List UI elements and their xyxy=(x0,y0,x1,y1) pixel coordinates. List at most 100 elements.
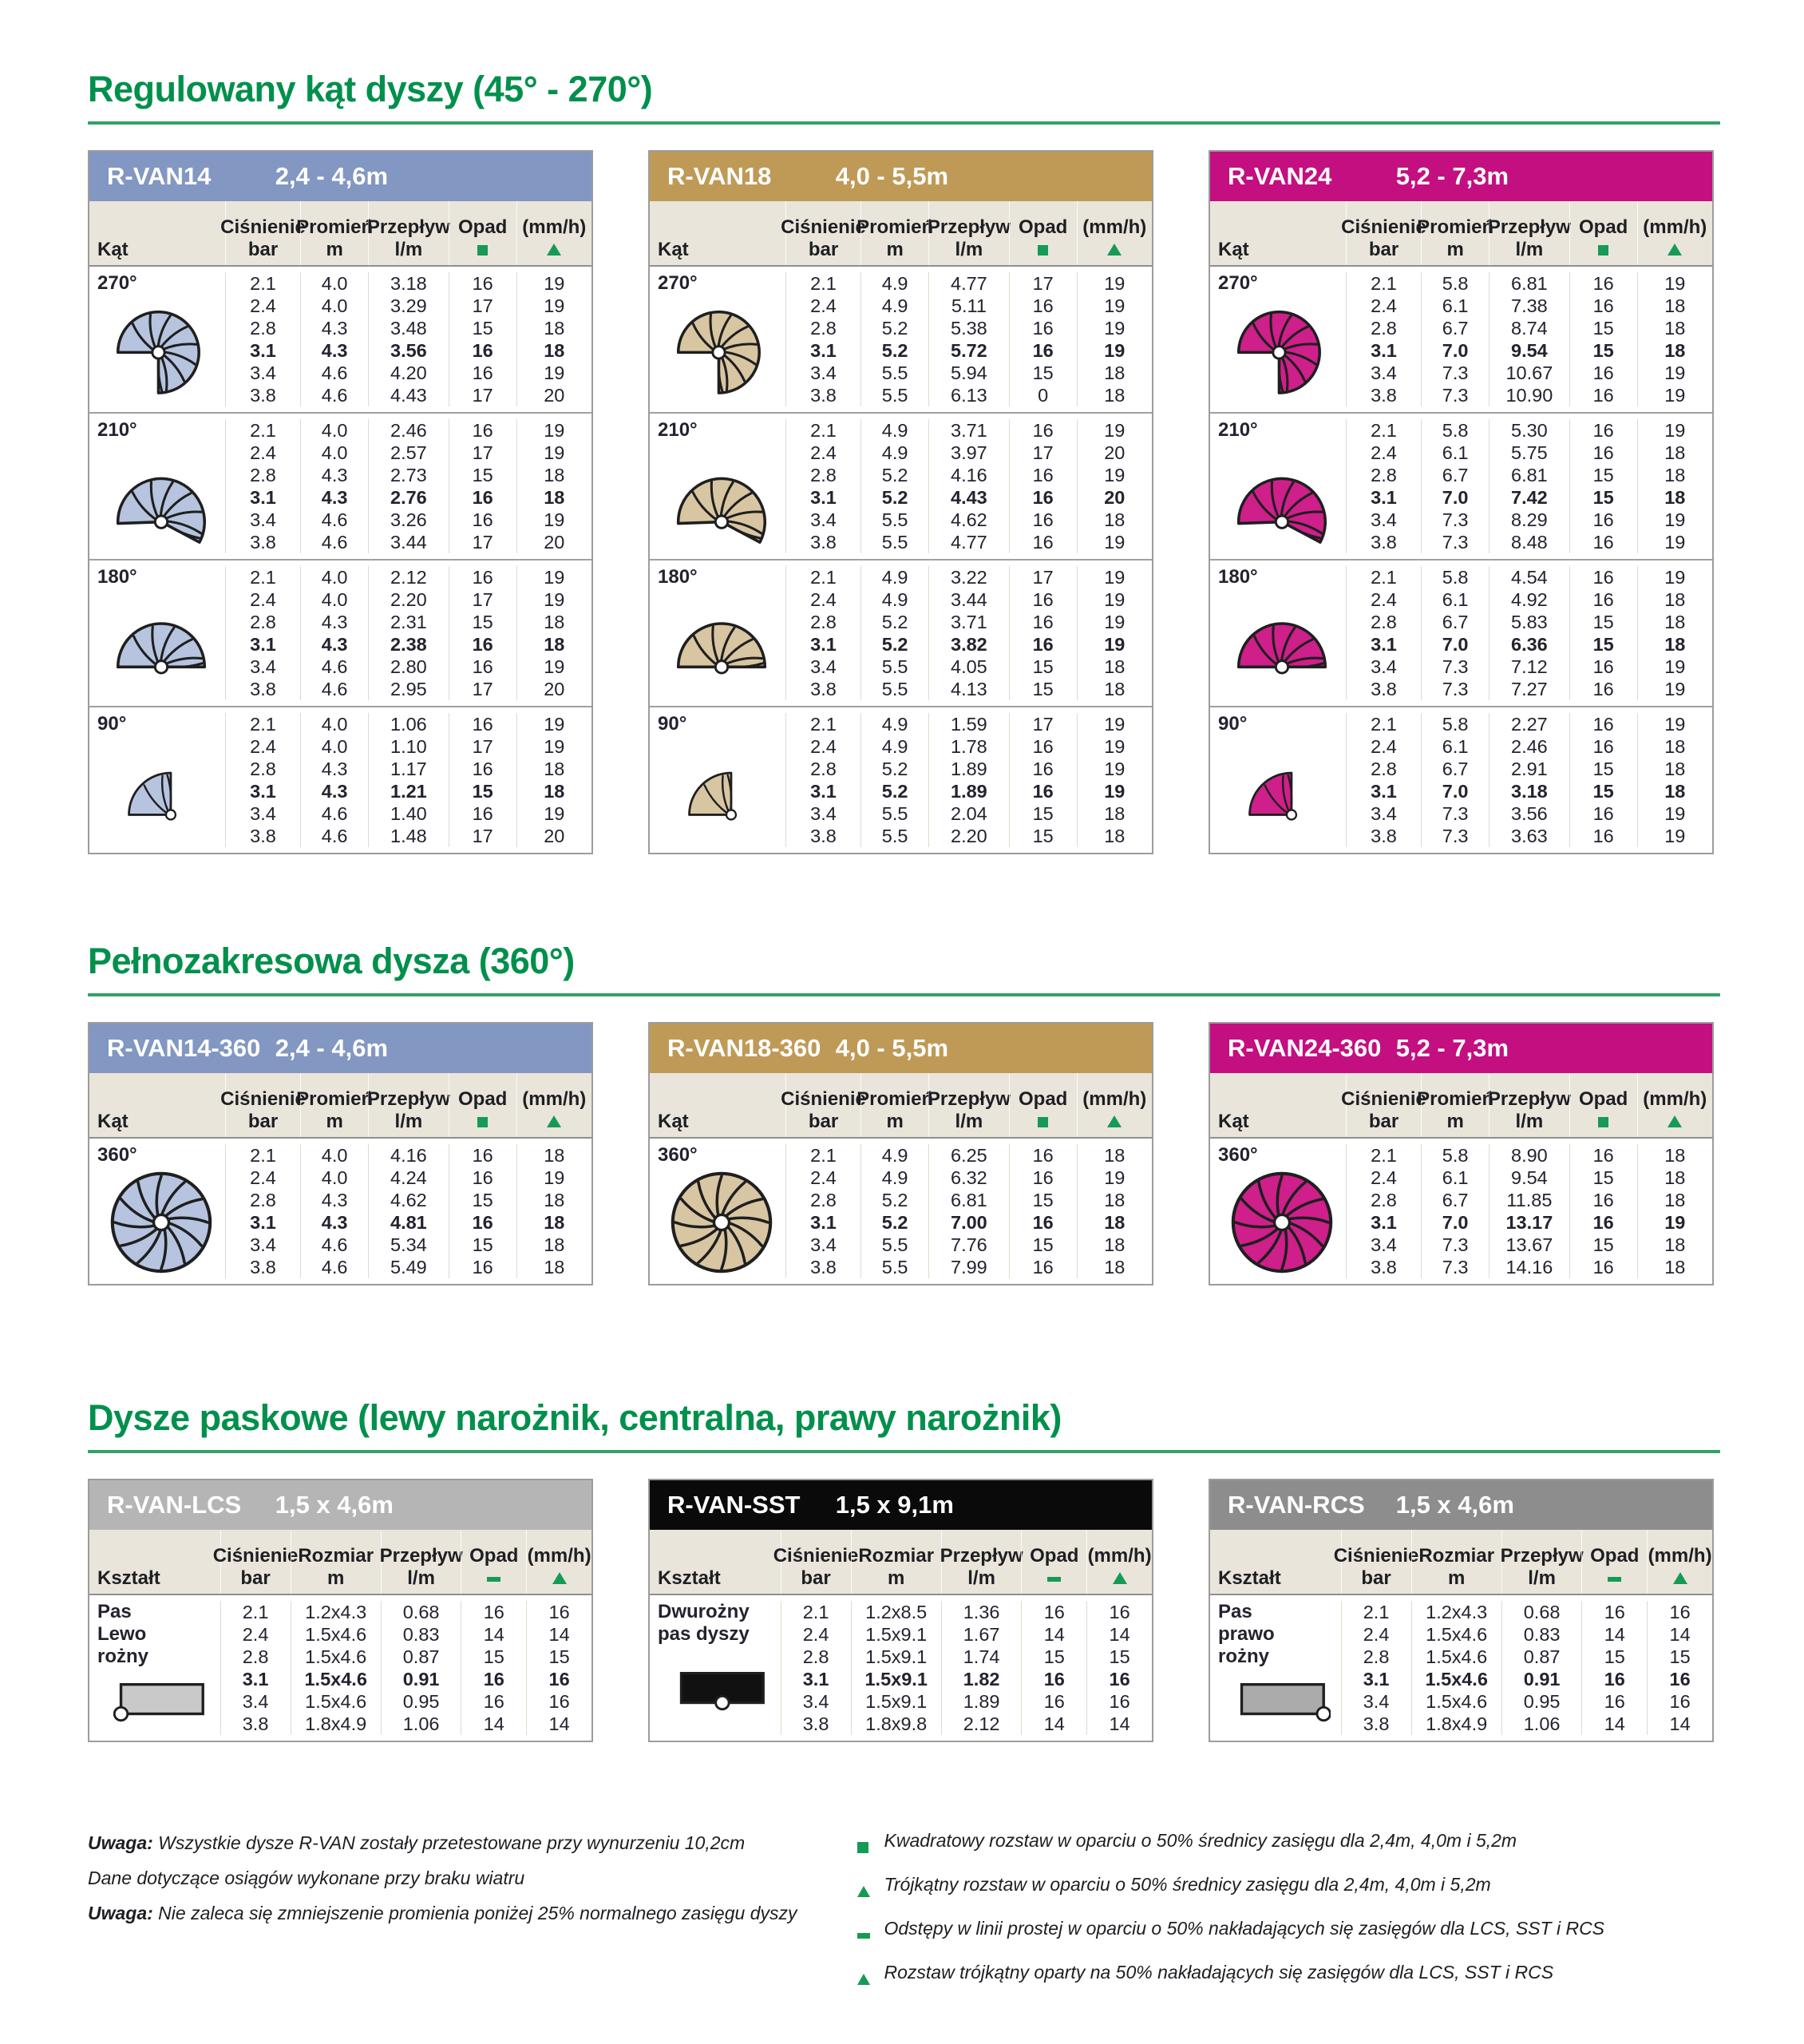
data-cell: 4.9 xyxy=(881,1145,908,1166)
data-cell: 19 xyxy=(544,362,565,383)
data-cell: 18 xyxy=(1664,340,1686,361)
data-group: 210° 2.1 2.4 2.8 3.1 3.4 3.8 5.8 6.1 6.7 7.0 7.3 7.3… xyxy=(1210,412,1712,559)
data-cell: 16 xyxy=(1032,781,1054,802)
data-cell: 16 xyxy=(1592,442,1614,463)
data-cell: 16 xyxy=(472,420,493,441)
data-cell: 15 xyxy=(472,1234,493,1255)
data-cell: 16 xyxy=(1592,714,1614,735)
triangle-spacing-icon xyxy=(547,1115,562,1127)
data-group: 180° 2.1 2.4 2.8 3.1 3.4 3.8 5.8 6.1 6.7 7.0 7.3 7.3… xyxy=(1210,559,1712,706)
data-cell: 2.4 xyxy=(810,736,837,757)
data-cell: 16 xyxy=(472,759,493,779)
data-cell: 5.5 xyxy=(881,509,908,530)
data-column: 4.77 5.11 5.38 5.72 5.94 6.13 xyxy=(928,272,1009,406)
data-cell: 18 xyxy=(1664,634,1686,655)
column-header-unit: Kąt xyxy=(658,1111,689,1132)
column-header-row: Kąt Ciśnienie bar Promień m Przepływ l/m Opad (m… xyxy=(650,201,1152,267)
data-cell: 2.4 xyxy=(810,589,837,610)
data-cell: 16 xyxy=(1032,1212,1054,1233)
column-header-unit xyxy=(477,239,489,261)
column-header-row: Kąt Ciśnienie bar Promień m Przepływ l/m Opad (m… xyxy=(89,1073,591,1139)
data-cell: 3.1 xyxy=(810,634,837,655)
data-cell: 4.3 xyxy=(321,612,348,632)
data-cell: 3.29 xyxy=(390,295,427,316)
data-cell: 3.1 xyxy=(802,1669,829,1689)
shape-label: pas dyszy xyxy=(658,1623,750,1645)
data-cell: 1.89 xyxy=(963,1691,1000,1712)
angle-label: 270° xyxy=(97,272,137,294)
column-header-top: Przepływ xyxy=(927,1088,1011,1110)
data-cell: 16 xyxy=(472,509,493,530)
table-model-name: R-VAN18 xyxy=(667,162,772,190)
data-cell: 5.5 xyxy=(881,532,908,553)
data-cell: 7.3 xyxy=(1442,532,1469,553)
column-header-unit xyxy=(1668,1111,1683,1133)
column-header-top: (mm/h) xyxy=(1648,1545,1712,1567)
column-header: Przepływ l/m xyxy=(1501,1530,1584,1594)
data-cell: 14 xyxy=(1043,1624,1065,1645)
data-cell: 18 xyxy=(1664,1167,1686,1188)
data-cell: 16 xyxy=(1592,803,1614,824)
column-header-top: Promień xyxy=(296,216,374,238)
data-cell: 18 xyxy=(1664,781,1686,802)
data-cell: 18 xyxy=(544,318,565,339)
data-cell: 19 xyxy=(1664,656,1686,677)
column-header: Ciśnienie bar xyxy=(781,201,866,265)
data-group: 270° 2.1 2.4 2.8 3.1 3.4 3.8 5.8 6.1 6.7 7.0 7.3 7.3… xyxy=(1210,267,1712,412)
data-cell: 3.4 xyxy=(1371,362,1397,383)
data-cell: 1.48 xyxy=(390,826,427,846)
data-cell: 19 xyxy=(544,1167,565,1188)
column-header-top: Rozmiar xyxy=(298,1545,374,1567)
column-header-unit xyxy=(1608,1567,1622,1590)
tables-row: R-VAN-LCS 1,5 x 4,6m Kształt Ciśnienie bar Ro… xyxy=(88,1479,1720,1742)
data-cell: 1.5x4.6 xyxy=(1426,1624,1488,1645)
data-cell: 2.1 xyxy=(1371,420,1397,441)
column-header-unit xyxy=(1672,1567,1687,1590)
data-cell: 3.4 xyxy=(1371,803,1397,824)
column-header: Kąt xyxy=(650,201,785,265)
data-cell: 3.8 xyxy=(242,1713,269,1734)
shape-cell: 90° xyxy=(650,713,785,847)
data-column: 2.1 2.4 2.8 3.1 3.4 3.8 xyxy=(224,419,300,553)
data-cell: 4.92 xyxy=(1511,589,1548,610)
strip-left-icon xyxy=(97,1668,220,1735)
data-column: 1.06 1.10 1.17 1.21 1.40 1.48 xyxy=(368,713,449,847)
data-cell: 3.56 xyxy=(390,340,427,361)
angle-label: 180° xyxy=(1218,566,1258,588)
column-header: Promień m xyxy=(296,201,373,265)
legend-text: Trójkątny rozstaw w oparciu o 50% średni… xyxy=(884,1874,1491,1895)
data-cell: 19 xyxy=(1664,273,1686,294)
column-header: Ciśnienie bar xyxy=(1341,1073,1426,1137)
data-cell: 17 xyxy=(1032,273,1054,294)
footnote-prefix: Uwaga: xyxy=(88,1903,153,1923)
data-cell: 1.74 xyxy=(963,1646,1000,1667)
data-cell: 0.95 xyxy=(402,1691,440,1712)
data-cell: 18 xyxy=(1104,1234,1126,1255)
column-header-unit xyxy=(547,1111,562,1133)
column-header-unit xyxy=(1038,1111,1049,1133)
data-cell: 2.8 xyxy=(810,1190,837,1210)
data-cell: 2.8 xyxy=(250,759,276,779)
column-header: Rozmiar m xyxy=(1410,1530,1501,1594)
data-cell: 3.8 xyxy=(810,826,837,846)
triangle-spacing-icon xyxy=(547,244,562,256)
data-cell: 4.6 xyxy=(321,1257,348,1278)
column-header: Opad xyxy=(448,201,516,265)
data-cell: 18 xyxy=(1104,509,1126,530)
shape-cell: 90° xyxy=(1210,713,1346,847)
data-cell: 3.4 xyxy=(1363,1691,1390,1712)
column-header-top: Opad xyxy=(1578,216,1628,238)
data-cell: 7.3 xyxy=(1442,1257,1469,1278)
column-header-row: Kształt Ciśnienie bar Rozmiar m Przepływ l/m Op… xyxy=(89,1530,591,1595)
data-column: 2.27 2.46 2.91 3.18 3.56 3.63 xyxy=(1489,713,1569,847)
data-cell: 4.3 xyxy=(321,465,348,485)
column-header: Przepływ l/m xyxy=(927,1073,1011,1137)
data-cell: 16 xyxy=(1592,1212,1614,1233)
data-cell: 17 xyxy=(1032,714,1054,735)
data-cell: 2.1 xyxy=(1371,273,1397,294)
data-cell: 10.90 xyxy=(1505,385,1553,406)
data-cell: 20 xyxy=(544,679,565,699)
data-column: 5.8 6.1 6.7 7.0 7.3 7.3 xyxy=(1421,566,1489,700)
data-cell: 18 xyxy=(544,1212,565,1233)
column-header: Przepływ l/m xyxy=(1488,1073,1571,1137)
